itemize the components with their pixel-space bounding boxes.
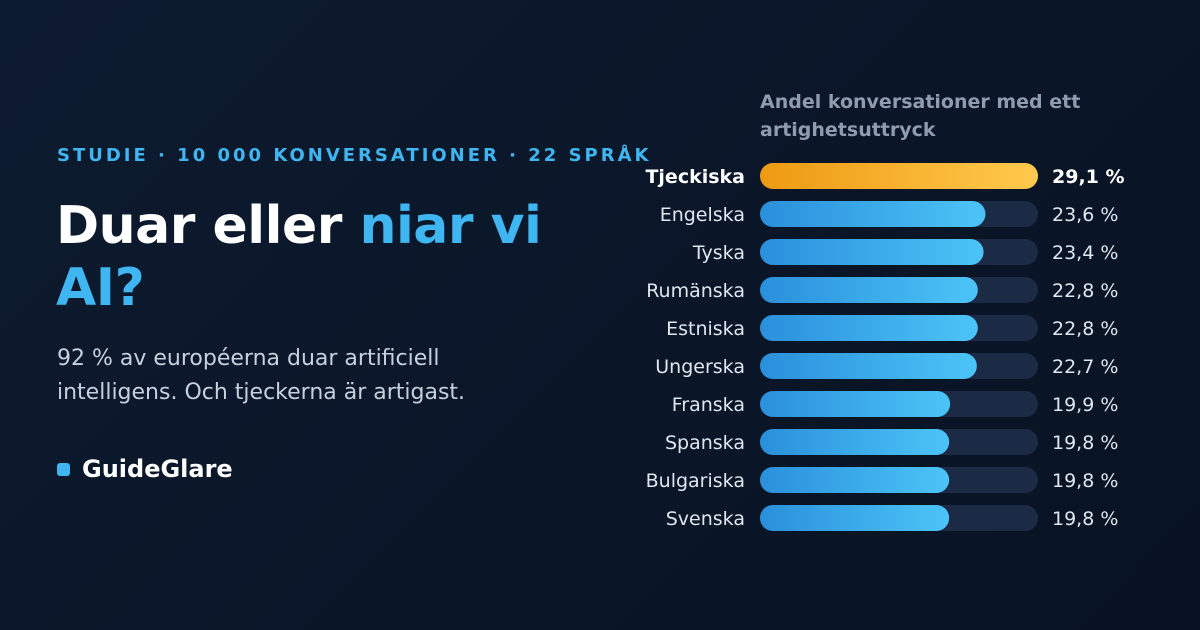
- bar: [760, 353, 977, 379]
- category-label: Franska: [672, 394, 745, 416]
- chart-row: Bulgariska 19,8 %: [646, 467, 1118, 493]
- category-label: Bulgariska: [646, 470, 745, 492]
- value-label: 23,4 %: [1052, 242, 1118, 264]
- bar: [760, 315, 978, 341]
- chart-row: Spanska 19,8 %: [665, 429, 1118, 455]
- value-label: 22,7 %: [1052, 356, 1118, 378]
- category-label: Svenska: [666, 508, 745, 530]
- bar: [760, 277, 978, 303]
- brand-square-icon: [57, 462, 70, 476]
- chart-row: Tjeckiska 29,1 %: [645, 163, 1125, 189]
- category-label: Spanska: [665, 432, 745, 454]
- bar: [760, 505, 950, 531]
- value-label: 19,8 %: [1052, 470, 1118, 492]
- bar-highlight: [760, 163, 1038, 189]
- value-label: 22,8 %: [1052, 318, 1118, 340]
- value-label: 23,6 %: [1052, 204, 1118, 226]
- bar: [760, 429, 950, 455]
- value-label: 19,8 %: [1052, 508, 1118, 530]
- bar: [760, 201, 986, 227]
- category-label: Tjeckiska: [645, 166, 745, 188]
- category-label: Engelska: [660, 204, 745, 226]
- chart-rows: Tjeckiska 29,1 % Engelska 23,6 % Tyska 23,4 %…: [645, 163, 1125, 531]
- category-label: Estniska: [666, 318, 745, 340]
- chart-title: Andel konversationer med ett artighetsut…: [760, 91, 1081, 141]
- bar: [760, 239, 984, 265]
- subtitle: 92 % av européerna duar artificiell inte…: [57, 346, 466, 405]
- bar: [760, 391, 951, 417]
- brand-name: GuideGlare: [82, 455, 233, 483]
- chart-row: Rumänska 22,8 %: [646, 277, 1118, 303]
- chart-row: Franska 19,9 %: [672, 391, 1118, 417]
- chart-row: Engelska 23,6 %: [660, 201, 1118, 227]
- headline-part-white: Duar eller: [56, 196, 360, 256]
- chart-row: Estniska 22,8 %: [666, 315, 1118, 341]
- chart-row: Tyska 23,4 %: [692, 239, 1118, 265]
- study-eyebrow: STUDIE · 10 000 KONVERSATIONER · 22 SPRÅ…: [57, 145, 652, 166]
- value-label: 29,1 %: [1052, 166, 1125, 188]
- value-label: 19,8 %: [1052, 432, 1118, 454]
- category-label: Rumänska: [646, 280, 745, 302]
- brand-logo: GuideGlare: [57, 455, 233, 483]
- chart-row: Ungerska 22,7 %: [655, 353, 1118, 379]
- category-label: Ungerska: [655, 356, 745, 378]
- category-label: Tyska: [692, 242, 745, 264]
- value-label: 22,8 %: [1052, 280, 1118, 302]
- headline: Duar eller niar vi AI?: [56, 195, 616, 319]
- headline-part-accent: niar vi AI?: [56, 196, 542, 318]
- value-label: 19,9 %: [1052, 394, 1118, 416]
- chart-row: Svenska 19,8 %: [666, 505, 1118, 531]
- bar: [760, 467, 950, 493]
